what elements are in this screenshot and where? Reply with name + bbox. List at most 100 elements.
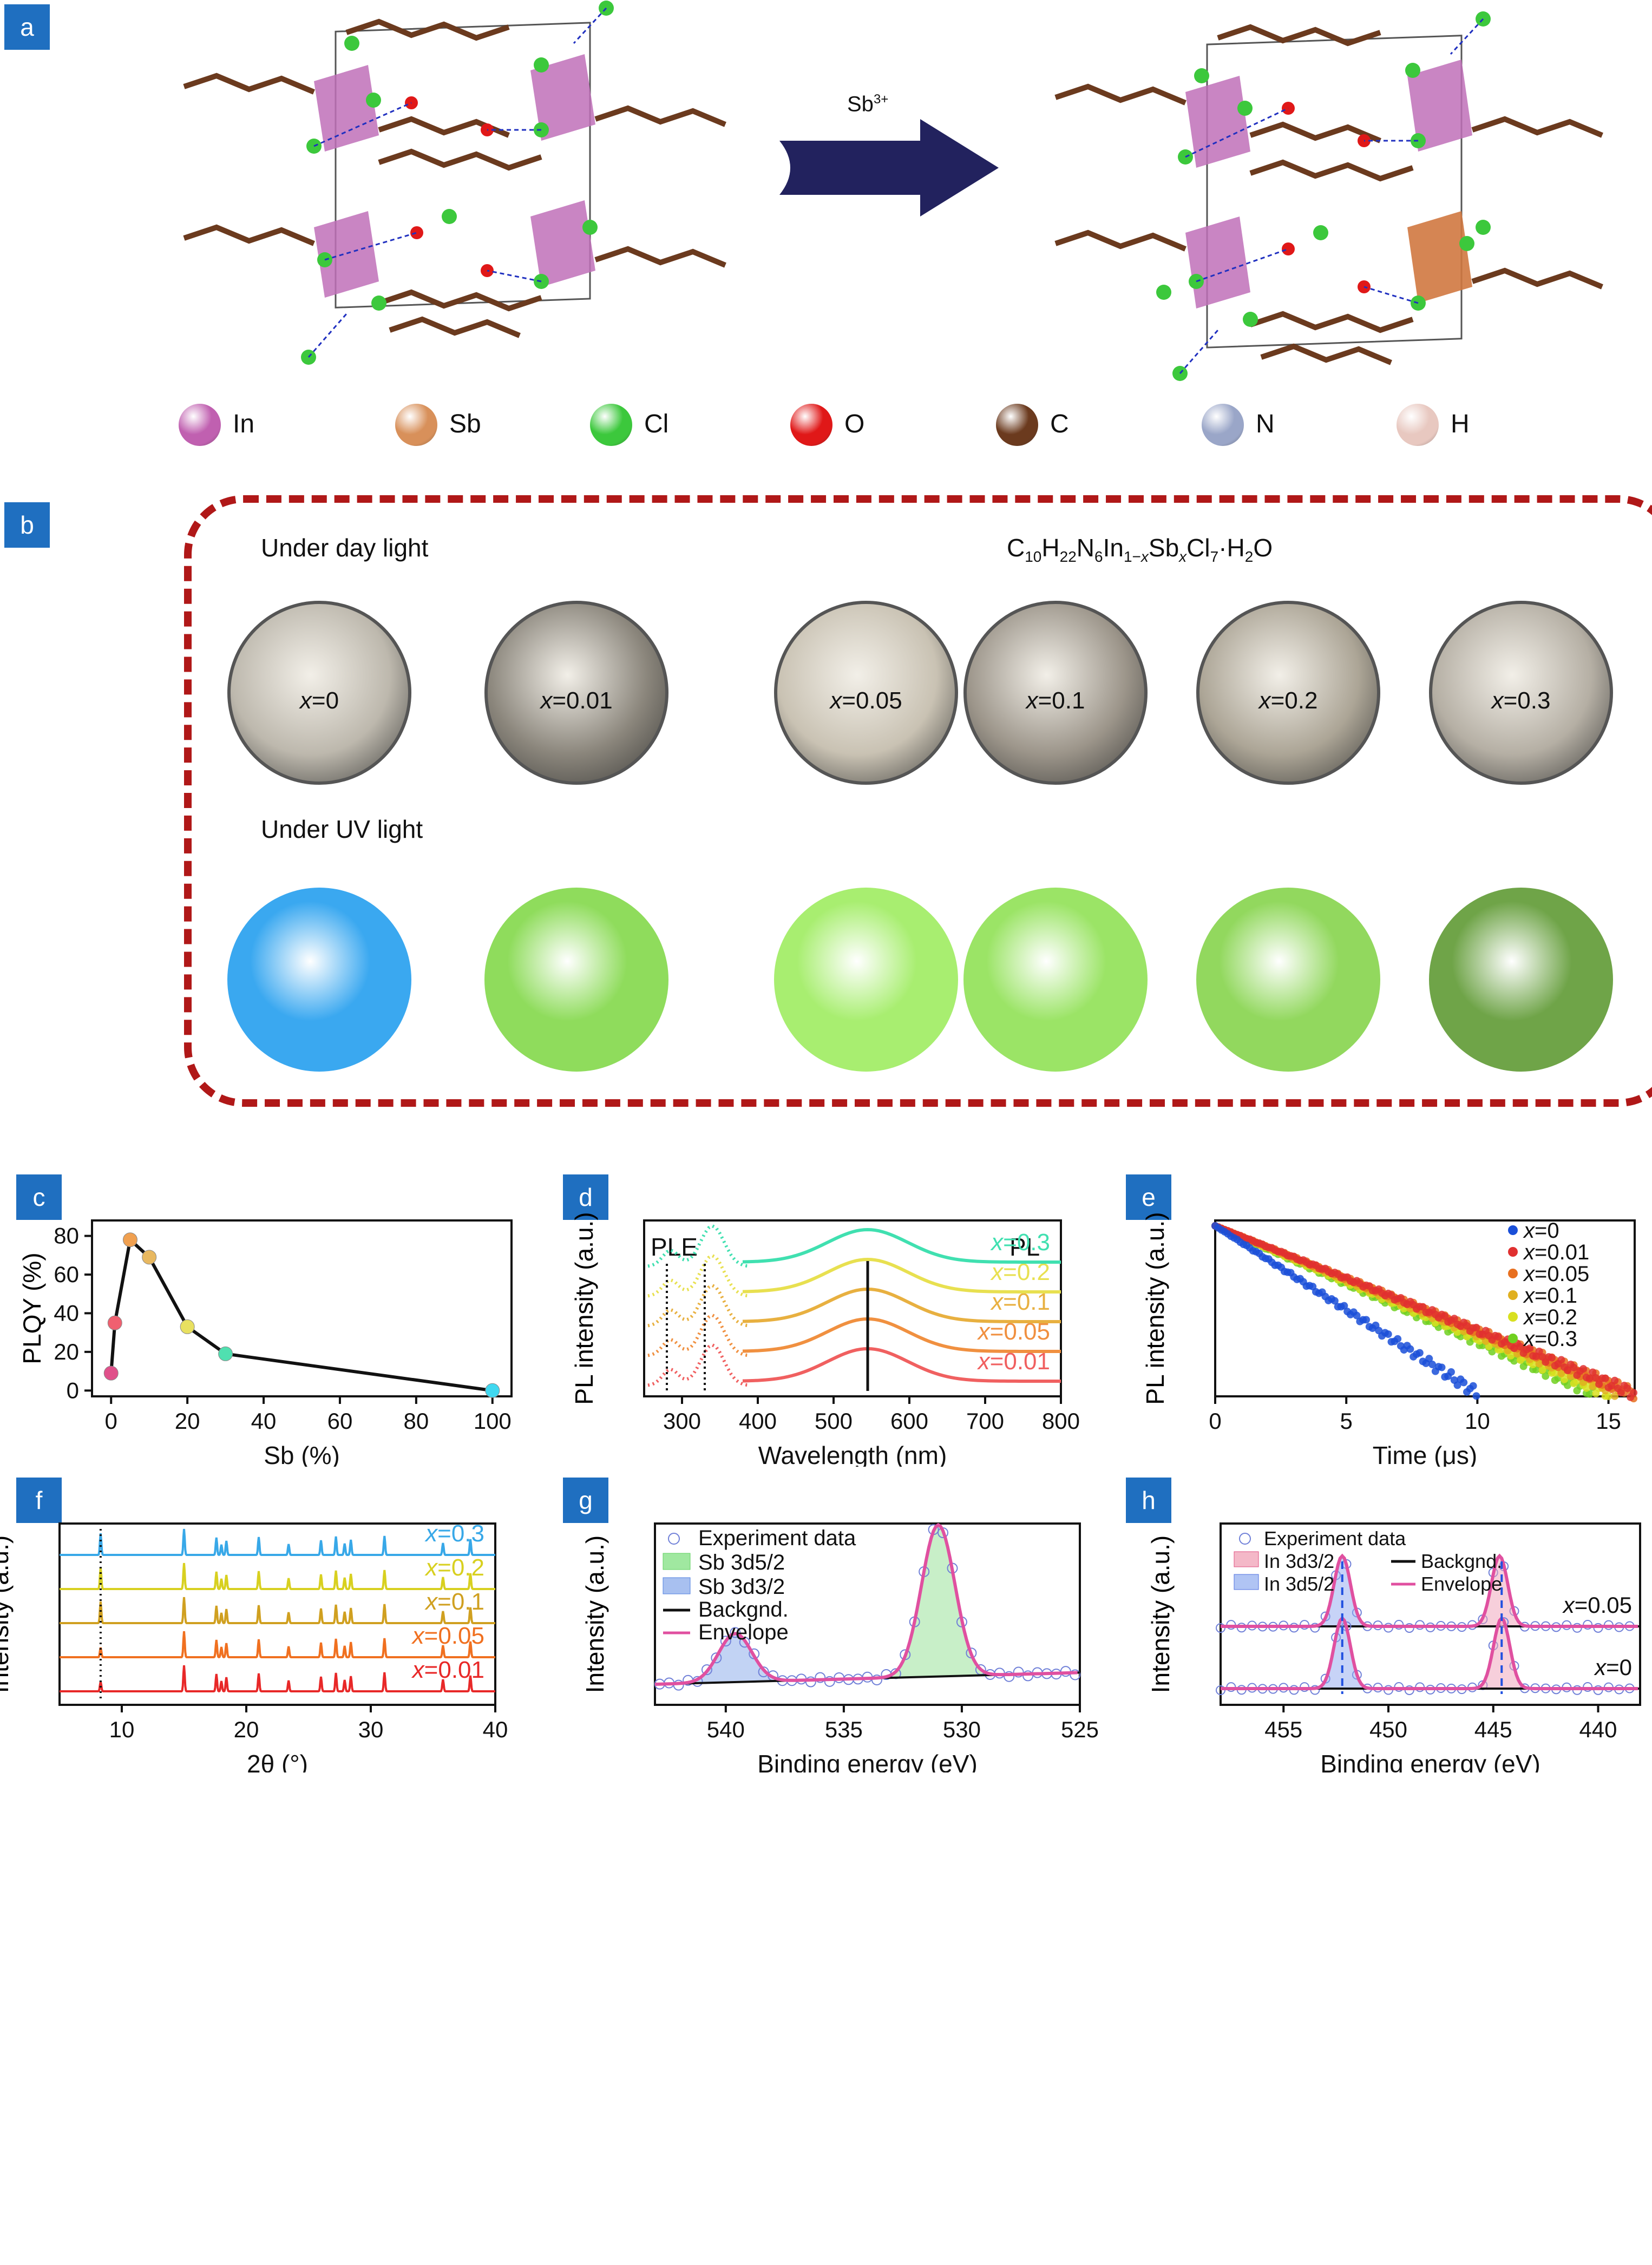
series-label-var: x — [990, 1229, 1004, 1256]
xps-sb-data-point — [871, 1674, 882, 1685]
xps-sb-data-point — [730, 1627, 741, 1638]
decay-legend-marker — [1508, 1247, 1518, 1257]
xps-in-series-label-val: =0 — [1606, 1655, 1632, 1680]
spectra-x-tick-label: 800 — [1042, 1408, 1080, 1434]
xrd-x-tick-label: 40 — [483, 1717, 508, 1742]
xps-sb-component — [664, 1633, 807, 1684]
atom-legend: In Sb Cl O C N H — [0, 401, 1652, 449]
decay-point — [1561, 1375, 1569, 1383]
spectra-y-axis-label: PL intensity (a.u.) — [574, 1212, 598, 1405]
atom-in-icon — [179, 404, 221, 446]
decay-x-tick-label: 15 — [1596, 1408, 1621, 1434]
decay-legend-label-var: x — [1523, 1240, 1536, 1264]
decay-point — [1630, 1389, 1638, 1397]
decay-x-tick-label: 0 — [1209, 1408, 1221, 1434]
decay-point — [1469, 1382, 1477, 1390]
xps-sb-data-point — [711, 1652, 722, 1664]
decay-point — [1570, 1363, 1578, 1371]
sample-photo-daylight — [227, 601, 411, 785]
decay-point — [1579, 1365, 1588, 1373]
xrd-series-label: x=0.3 — [424, 1520, 484, 1547]
xrd-series-label-val: =0.3 — [437, 1520, 484, 1547]
legend-marker — [663, 1553, 691, 1570]
xps-sb-data-point — [701, 1664, 712, 1676]
decay-point — [1516, 1343, 1524, 1351]
xps-sb-legend-label: Sb 3d5/2 — [698, 1551, 785, 1574]
decay-point — [1441, 1312, 1449, 1320]
panel-label-e: e — [1126, 1174, 1171, 1220]
sample-photo-daylight — [774, 601, 958, 785]
xrd-y-axis-label: Intensity (a.u.) — [0, 1535, 14, 1693]
plqy-x-tick-label: 0 — [105, 1408, 117, 1434]
decay-point — [1557, 1356, 1565, 1364]
xps-sb-legend-label: Sb 3d3/2 — [698, 1575, 785, 1599]
xps-sb-data-point — [1013, 1666, 1024, 1678]
plqy-y-tick-label: 40 — [54, 1300, 79, 1325]
spectra-x-tick-label: 700 — [966, 1408, 1004, 1434]
day-light-label: Under day light — [261, 534, 429, 562]
decay-point — [1494, 1333, 1503, 1341]
sample-photo-uv — [963, 888, 1148, 1072]
atom-c-icon — [996, 404, 1038, 446]
plqy-x-tick-label: 100 — [474, 1408, 512, 1434]
decay-point — [1406, 1345, 1414, 1353]
uv-light-label: Under UV light — [261, 815, 423, 843]
decay-legend-marker — [1508, 1225, 1518, 1235]
decay-point — [1425, 1355, 1433, 1363]
pl-curve — [742, 1257, 1061, 1294]
decay-point — [1601, 1374, 1609, 1382]
xps-sb-data-point — [1022, 1670, 1034, 1682]
crystal-structure-doped — [1054, 11, 1603, 381]
decay-legend-label-var: x — [1523, 1262, 1536, 1286]
decay-point — [1548, 1354, 1556, 1362]
series-label-val: =0.3 — [1003, 1229, 1050, 1256]
xrd-x-tick-label: 20 — [234, 1717, 259, 1742]
legend-marker — [1234, 1551, 1259, 1567]
decay-y-axis-label: PL intensity (a.u.) — [1141, 1212, 1169, 1405]
atom-legend-label: In — [233, 410, 255, 438]
pl-label: PL — [1009, 1233, 1040, 1261]
xps-sb-data-point — [1070, 1669, 1081, 1680]
plqy-point — [218, 1346, 233, 1361]
sample-photo-uv — [1429, 888, 1613, 1072]
decay-point — [1564, 1367, 1571, 1375]
decay-point — [1419, 1303, 1427, 1311]
sample-photo-uv — [484, 888, 668, 1072]
plqy-point — [485, 1383, 500, 1398]
xps-sb-data-point — [805, 1676, 816, 1688]
xps-sb-legend-label: Experiment data — [698, 1526, 856, 1550]
plqy-point — [107, 1315, 122, 1330]
decay-point — [1438, 1363, 1446, 1371]
decay-legend-label-val: =0.01 — [1535, 1240, 1589, 1264]
legend-marker — [668, 1533, 680, 1545]
xps-in-legend-label: Envelope — [1421, 1573, 1502, 1595]
xrd-series-label: x=0.01 — [411, 1657, 484, 1683]
crystal-structure-undoped — [183, 1, 726, 365]
legend-marker — [1239, 1533, 1251, 1545]
sample-x-label: x=0.05 — [830, 687, 902, 714]
decay-point — [1415, 1349, 1424, 1357]
plqy-x-tick-label: 40 — [251, 1408, 277, 1434]
atom-h-icon — [1397, 404, 1439, 446]
spectra-plot-frame — [643, 1219, 1062, 1397]
decay-point — [1330, 1297, 1339, 1305]
atom-legend-label: Cl — [644, 410, 669, 438]
decay-point — [1611, 1376, 1619, 1384]
decay-point — [1595, 1380, 1603, 1388]
plqy-point — [103, 1365, 119, 1381]
plqy-x-tick-label: 20 — [175, 1408, 200, 1434]
sample-photo-uv — [1196, 888, 1380, 1072]
decay-legend-marker — [1508, 1312, 1518, 1322]
crystal-structure-figure — [183, 1, 1603, 381]
xps-in-series-label-var: x — [1562, 1592, 1576, 1618]
plqy-y-tick-label: 20 — [54, 1339, 79, 1364]
atom-sb-icon — [395, 404, 437, 446]
ple-pl-spectra-chart: 300 400 500 600 700 800 Wavelength (nm) PL inte… — [574, 1212, 1080, 1467]
decay-point — [1526, 1344, 1534, 1352]
legend-marker — [663, 1577, 691, 1594]
xrd-curve — [60, 1631, 495, 1659]
xps-sb-data-point — [739, 1637, 750, 1648]
decay-point — [1453, 1381, 1461, 1389]
plqy-line — [109, 1236, 493, 1393]
panel-label-c: c — [16, 1174, 62, 1220]
